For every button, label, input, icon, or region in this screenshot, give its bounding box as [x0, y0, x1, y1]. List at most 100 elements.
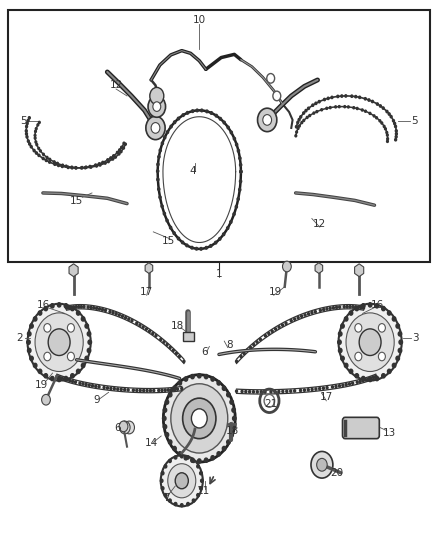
Circle shape [304, 314, 306, 316]
Circle shape [260, 391, 262, 393]
Circle shape [349, 369, 353, 374]
Circle shape [83, 305, 85, 308]
Circle shape [327, 97, 329, 100]
Circle shape [127, 389, 129, 391]
Circle shape [236, 143, 238, 146]
Circle shape [131, 320, 133, 322]
Circle shape [349, 305, 351, 308]
Circle shape [217, 381, 220, 385]
Circle shape [339, 349, 342, 353]
Circle shape [71, 306, 74, 311]
Circle shape [300, 389, 301, 392]
Circle shape [149, 390, 152, 392]
Circle shape [102, 309, 103, 311]
Circle shape [375, 304, 379, 308]
Circle shape [77, 311, 80, 315]
Circle shape [168, 393, 172, 397]
Circle shape [161, 487, 164, 490]
Circle shape [367, 378, 370, 380]
Circle shape [297, 122, 299, 124]
Circle shape [303, 112, 305, 114]
Circle shape [191, 246, 193, 249]
Circle shape [297, 317, 299, 319]
Circle shape [177, 117, 180, 120]
Circle shape [150, 87, 164, 104]
Circle shape [187, 503, 189, 506]
Circle shape [98, 386, 100, 388]
Circle shape [324, 99, 325, 101]
Circle shape [339, 385, 340, 387]
Circle shape [178, 381, 182, 385]
Circle shape [168, 464, 196, 498]
Circle shape [35, 130, 36, 132]
Circle shape [95, 165, 97, 167]
Circle shape [396, 324, 399, 328]
Circle shape [267, 74, 275, 83]
Circle shape [50, 304, 54, 308]
Circle shape [223, 386, 226, 390]
Circle shape [148, 96, 166, 117]
Circle shape [183, 360, 185, 362]
Circle shape [259, 338, 261, 341]
Circle shape [329, 307, 331, 310]
Circle shape [341, 356, 344, 360]
Circle shape [373, 115, 375, 117]
Circle shape [120, 388, 122, 391]
Circle shape [378, 324, 385, 332]
Circle shape [297, 127, 299, 130]
Circle shape [174, 503, 177, 506]
Circle shape [56, 375, 58, 377]
Circle shape [166, 131, 169, 133]
Circle shape [39, 122, 40, 124]
Circle shape [191, 110, 194, 112]
Circle shape [177, 388, 178, 390]
Circle shape [88, 340, 92, 344]
Circle shape [211, 456, 215, 460]
Circle shape [180, 455, 183, 458]
Circle shape [25, 133, 28, 135]
Circle shape [245, 391, 247, 393]
Circle shape [219, 117, 222, 120]
Circle shape [223, 233, 225, 236]
Circle shape [151, 123, 160, 133]
Circle shape [93, 306, 95, 309]
Circle shape [381, 374, 385, 378]
Circle shape [139, 324, 141, 326]
Circle shape [123, 142, 125, 144]
Circle shape [237, 149, 240, 152]
Circle shape [398, 332, 402, 336]
Circle shape [158, 389, 160, 392]
Text: 4: 4 [189, 166, 196, 175]
Circle shape [90, 166, 92, 168]
Circle shape [336, 306, 338, 309]
Circle shape [339, 306, 341, 308]
Circle shape [385, 128, 386, 130]
Text: 12: 12 [313, 219, 326, 229]
Text: 17: 17 [320, 392, 333, 402]
Circle shape [42, 154, 44, 156]
Circle shape [200, 487, 202, 490]
Text: 18: 18 [226, 426, 239, 435]
Circle shape [53, 161, 55, 163]
Circle shape [381, 122, 383, 124]
Circle shape [275, 328, 277, 330]
Circle shape [183, 398, 216, 439]
Circle shape [309, 115, 311, 117]
Circle shape [38, 154, 40, 157]
Circle shape [344, 106, 346, 108]
Circle shape [265, 335, 266, 337]
Circle shape [153, 102, 161, 111]
Text: 3: 3 [412, 334, 418, 343]
Circle shape [169, 459, 171, 463]
Circle shape [332, 386, 333, 388]
Circle shape [99, 308, 100, 310]
Circle shape [27, 340, 30, 344]
Circle shape [119, 149, 120, 151]
Circle shape [227, 126, 229, 129]
Circle shape [342, 384, 344, 386]
Circle shape [381, 306, 385, 311]
Circle shape [146, 116, 165, 140]
Circle shape [95, 385, 97, 387]
Circle shape [65, 165, 67, 167]
Circle shape [173, 388, 176, 391]
